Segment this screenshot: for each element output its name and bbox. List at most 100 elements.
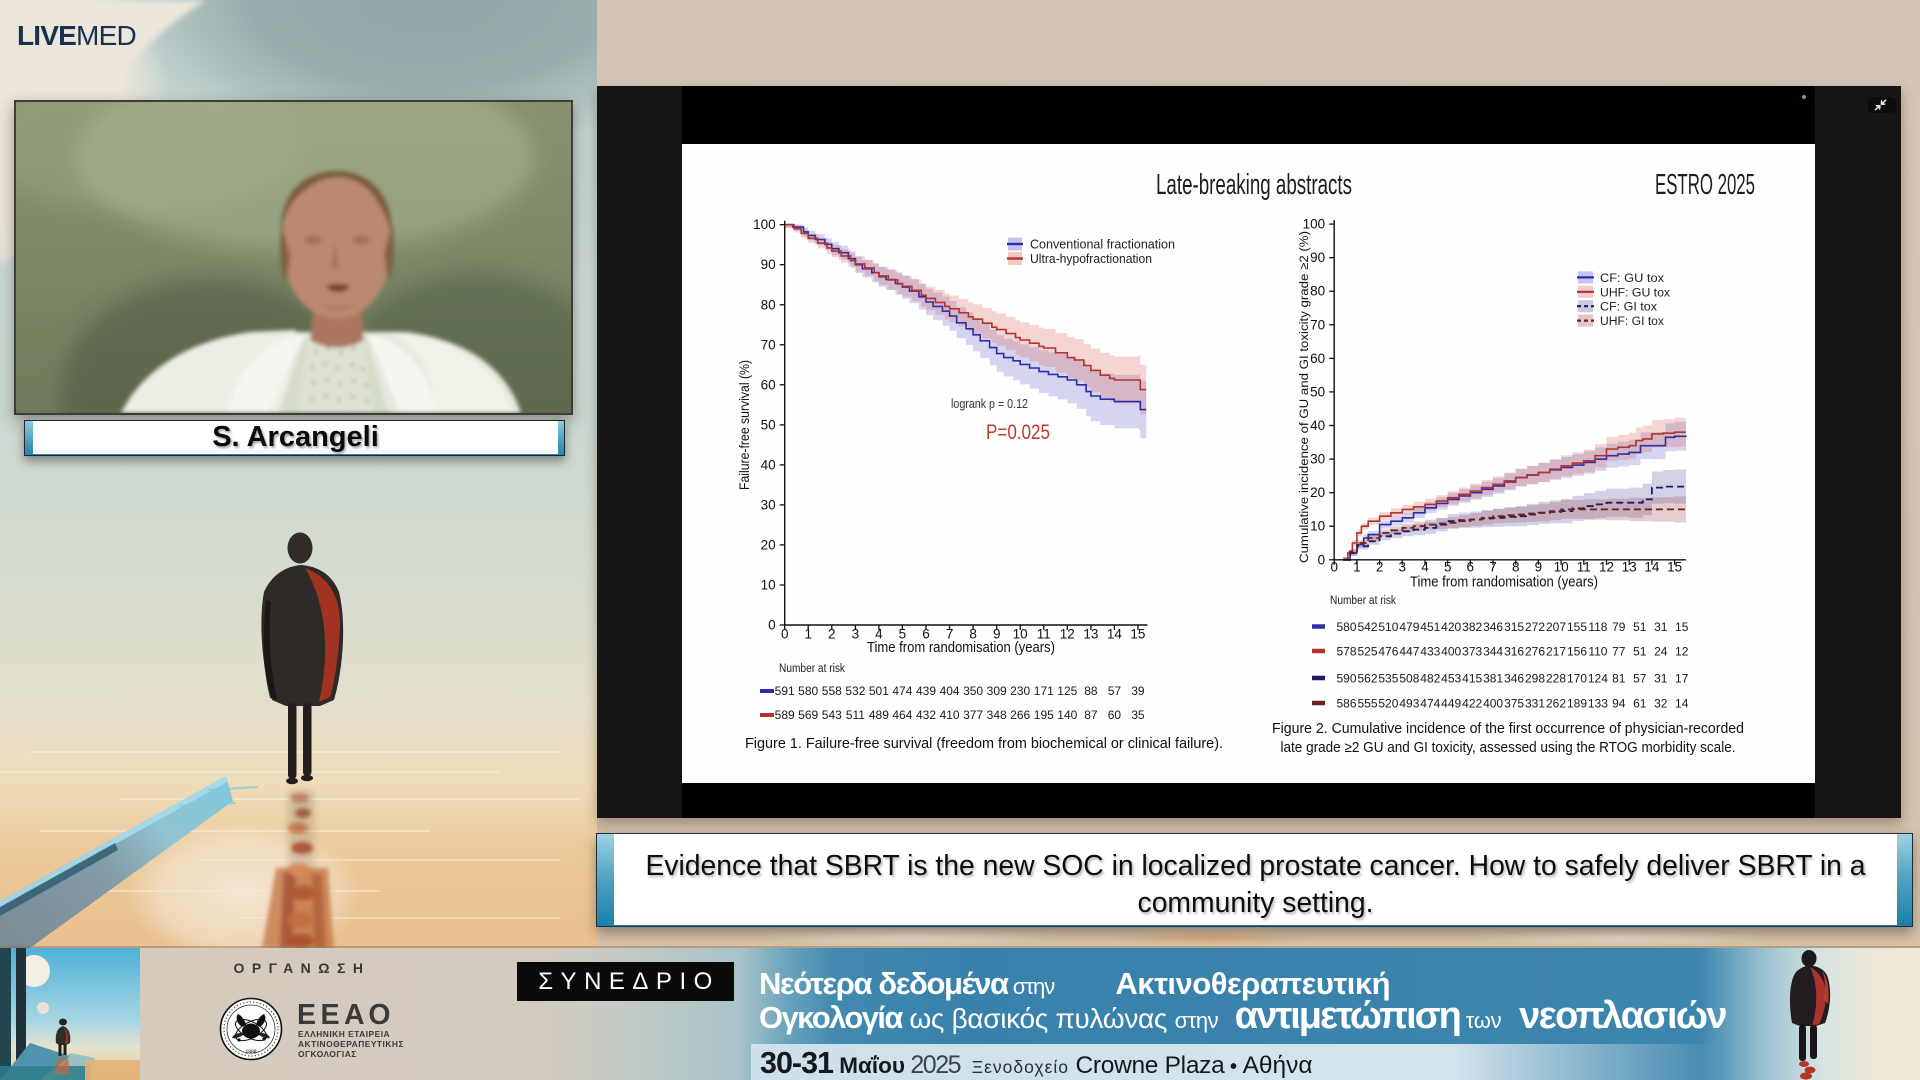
svg-text:80: 80	[761, 297, 776, 312]
svg-text:70: 70	[1310, 317, 1325, 332]
svg-text:580: 580	[798, 684, 818, 698]
svg-text:474: 474	[1420, 697, 1440, 711]
svg-text:381: 381	[1483, 672, 1503, 686]
svg-text:12: 12	[1675, 645, 1689, 659]
svg-text:UHF: GI tox: UHF: GI tox	[1600, 314, 1665, 328]
svg-text:50: 50	[761, 417, 776, 432]
svg-text:60: 60	[1310, 351, 1325, 366]
svg-text:0: 0	[781, 627, 789, 642]
svg-text:100: 100	[1303, 217, 1326, 232]
svg-text:525: 525	[1357, 645, 1377, 659]
svg-text:508: 508	[1399, 672, 1419, 686]
svg-text:532: 532	[845, 684, 865, 698]
svg-text:511: 511	[846, 708, 865, 722]
svg-text:580: 580	[1336, 620, 1356, 634]
svg-text:logrank p = 0.12: logrank p = 0.12	[951, 396, 1028, 411]
svg-text:17: 17	[1675, 672, 1689, 686]
svg-text:90: 90	[1310, 250, 1325, 265]
svg-text:11: 11	[1577, 559, 1591, 574]
svg-text:2: 2	[828, 627, 836, 642]
svg-text:344: 344	[1483, 645, 1503, 659]
svg-text:476: 476	[1378, 645, 1398, 659]
svg-text:542: 542	[1357, 620, 1377, 634]
svg-text:195: 195	[1034, 708, 1054, 722]
svg-text:433: 433	[1420, 645, 1440, 659]
svg-text:420: 420	[1441, 620, 1461, 634]
svg-text:464: 464	[892, 708, 912, 722]
svg-text:272: 272	[1525, 620, 1545, 634]
svg-text:350: 350	[963, 684, 983, 698]
svg-text:590: 590	[1336, 672, 1356, 686]
svg-text:140: 140	[1057, 708, 1077, 722]
svg-text:447: 447	[1399, 645, 1419, 659]
svg-text:Late-breaking abstracts: Late-breaking abstracts	[1156, 169, 1352, 201]
svg-text:125: 125	[1057, 684, 1077, 698]
svg-text:558: 558	[822, 684, 842, 698]
svg-text:346: 346	[1504, 672, 1524, 686]
svg-text:0: 0	[768, 618, 776, 633]
svg-text:0: 0	[1330, 559, 1338, 574]
svg-text:80: 80	[1310, 284, 1325, 299]
svg-text:346: 346	[1483, 620, 1503, 634]
svg-text:88: 88	[1084, 684, 1098, 698]
svg-text:14: 14	[1107, 627, 1123, 642]
svg-text:228: 228	[1546, 672, 1566, 686]
svg-text:7: 7	[946, 627, 954, 642]
svg-text:10: 10	[1013, 627, 1028, 642]
svg-text:348: 348	[987, 708, 1007, 722]
svg-text:217: 217	[1546, 645, 1566, 659]
svg-text:UHF: GU tox: UHF: GU tox	[1600, 285, 1671, 299]
svg-text:535: 535	[1378, 672, 1398, 686]
svg-text:375: 375	[1504, 697, 1524, 711]
svg-text:3: 3	[852, 627, 860, 642]
svg-text:118: 118	[1588, 620, 1607, 634]
svg-text:482: 482	[1420, 672, 1440, 686]
svg-text:9: 9	[1535, 559, 1543, 574]
svg-text:35: 35	[1131, 708, 1145, 722]
svg-text:60: 60	[1108, 708, 1122, 722]
svg-text:543: 543	[822, 708, 842, 722]
svg-text:9: 9	[993, 627, 1001, 642]
svg-text:569: 569	[798, 708, 818, 722]
svg-text:57: 57	[1108, 684, 1122, 698]
svg-text:79: 79	[1612, 620, 1626, 634]
svg-text:20: 20	[1310, 485, 1325, 500]
svg-text:60: 60	[761, 377, 776, 392]
svg-text:Figure 2. Cumulative incidence: Figure 2. Cumulative incidence of the fi…	[1272, 721, 1744, 737]
svg-text:189: 189	[1567, 697, 1587, 711]
svg-text:87: 87	[1084, 708, 1098, 722]
svg-text:13: 13	[1083, 627, 1098, 642]
svg-text:3: 3	[1399, 559, 1407, 574]
svg-text:555: 555	[1357, 697, 1377, 711]
svg-text:266: 266	[1010, 708, 1030, 722]
svg-text:6: 6	[1467, 559, 1475, 574]
svg-text:77: 77	[1612, 645, 1626, 659]
svg-text:50: 50	[1310, 384, 1325, 399]
svg-text:14: 14	[1675, 697, 1689, 711]
svg-text:Number at risk: Number at risk	[1330, 595, 1396, 607]
svg-text:377: 377	[963, 708, 983, 722]
svg-text:4: 4	[875, 627, 883, 642]
svg-text:15: 15	[1130, 627, 1145, 642]
svg-text:449: 449	[1441, 697, 1461, 711]
svg-text:2: 2	[1376, 559, 1384, 574]
svg-text:32: 32	[1654, 697, 1668, 711]
svg-text:4: 4	[1421, 559, 1429, 574]
svg-text:7: 7	[1489, 559, 1497, 574]
svg-text:578: 578	[1336, 645, 1356, 659]
svg-text:5: 5	[899, 627, 907, 642]
svg-text:298: 298	[1525, 672, 1545, 686]
svg-text:382: 382	[1462, 620, 1482, 634]
svg-text:400: 400	[1441, 645, 1461, 659]
svg-text:156: 156	[1567, 645, 1587, 659]
svg-text:451: 451	[1420, 620, 1440, 634]
svg-text:P=0.025: P=0.025	[986, 420, 1050, 444]
svg-text:40: 40	[1310, 418, 1325, 433]
svg-text:Time from randomisation (years: Time from randomisation (years)	[1410, 575, 1598, 591]
svg-text:CF: GU tox: CF: GU tox	[1600, 271, 1665, 285]
svg-text:432: 432	[916, 708, 936, 722]
svg-text:Number at risk: Number at risk	[779, 663, 845, 675]
svg-text:8: 8	[1512, 559, 1520, 574]
svg-text:1: 1	[1353, 559, 1361, 574]
svg-text:586: 586	[1336, 697, 1356, 711]
